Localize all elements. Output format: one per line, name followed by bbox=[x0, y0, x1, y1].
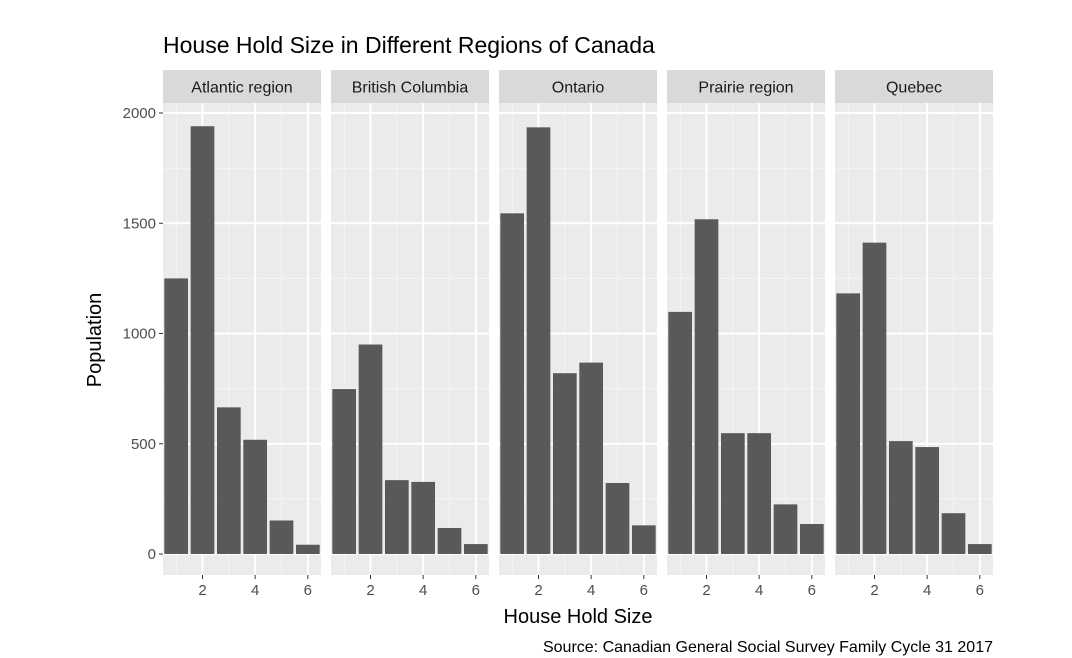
x-axis-title: House Hold Size bbox=[504, 606, 653, 628]
x-tick-label: 2 bbox=[702, 582, 710, 599]
bar-size-6 bbox=[967, 544, 992, 554]
x-tick-label: 2 bbox=[870, 582, 878, 599]
bar-size-1 bbox=[500, 213, 525, 554]
y-tick-label: 500 bbox=[131, 436, 156, 453]
facet-strip bbox=[835, 70, 993, 103]
facet-atlantic-region: Atlantic region 2 4 6 bbox=[163, 70, 321, 599]
x-tick-label: 4 bbox=[587, 582, 595, 599]
facet-strip-label: British Columbia bbox=[352, 80, 469, 97]
bar-size-6 bbox=[463, 544, 488, 554]
y-tick-label: 0 bbox=[148, 546, 156, 563]
facet-prairie-region: Prairie region 2 4 6 bbox=[667, 70, 825, 599]
x-tick-label: 6 bbox=[472, 582, 480, 599]
y-axis-title: Population bbox=[84, 293, 106, 388]
bar-size-3 bbox=[888, 441, 913, 554]
facet-strip bbox=[499, 70, 657, 103]
bar-size-5 bbox=[437, 527, 462, 554]
x-tick-label: 6 bbox=[808, 582, 816, 599]
bar-size-5 bbox=[773, 504, 798, 554]
bar-size-6 bbox=[295, 544, 320, 554]
panel-background bbox=[331, 103, 489, 575]
facet-strip bbox=[667, 70, 825, 103]
y-tick-label: 2000 bbox=[123, 105, 156, 122]
bar-size-1 bbox=[836, 293, 861, 554]
bar-size-2 bbox=[190, 126, 215, 554]
facet-strip-label: Prairie region bbox=[698, 80, 793, 97]
facet-strip-label: Ontario bbox=[552, 80, 605, 97]
x-tick-label: 6 bbox=[304, 582, 312, 599]
x-tick-label: 6 bbox=[640, 582, 648, 599]
bar-size-1 bbox=[668, 311, 693, 554]
bar-size-4 bbox=[243, 439, 268, 554]
bar-size-2 bbox=[862, 242, 887, 555]
x-tick-label: 6 bbox=[976, 582, 984, 599]
facet-strip-label: Atlantic region bbox=[191, 80, 292, 97]
bar-size-3 bbox=[552, 373, 577, 554]
bar-size-5 bbox=[605, 482, 630, 554]
bar-size-6 bbox=[631, 525, 656, 554]
y-tick-label: 1000 bbox=[123, 326, 156, 343]
y-axis: 0 500 1000 1500 2000 bbox=[123, 105, 163, 563]
bar-size-2 bbox=[694, 219, 719, 554]
panel-background bbox=[667, 103, 825, 575]
bar-size-4 bbox=[579, 362, 604, 554]
x-tick-label: 2 bbox=[366, 582, 374, 599]
bar-size-6 bbox=[799, 524, 824, 554]
bar-size-4 bbox=[411, 481, 436, 554]
panel-background bbox=[163, 103, 321, 575]
facet-british-columbia: British Columbia 2 4 6 bbox=[331, 70, 489, 599]
bar-size-5 bbox=[941, 513, 966, 554]
bar-size-1 bbox=[332, 389, 357, 554]
chart-title: House Hold Size in Different Regions of … bbox=[163, 32, 655, 58]
x-tick-label: 4 bbox=[251, 582, 259, 599]
bar-size-2 bbox=[526, 127, 551, 555]
bar-size-3 bbox=[720, 433, 745, 554]
bar-size-1 bbox=[164, 278, 189, 554]
facet-ontario: Ontario 2 4 6 bbox=[499, 70, 657, 599]
x-tick-label: 4 bbox=[755, 582, 763, 599]
facet-quebec: Quebec 2 4 6 bbox=[835, 70, 993, 599]
y-tick-label: 1500 bbox=[123, 215, 156, 232]
panel-background bbox=[499, 103, 657, 575]
facet-strip-label: Quebec bbox=[886, 80, 942, 97]
panel-background bbox=[835, 103, 993, 575]
chart-caption: Source: Canadian General Social Survey F… bbox=[543, 639, 993, 656]
bar-size-3 bbox=[216, 407, 241, 554]
bar-size-4 bbox=[747, 433, 772, 554]
x-tick-label: 4 bbox=[419, 582, 427, 599]
bar-size-4 bbox=[915, 447, 940, 554]
bar-size-3 bbox=[384, 480, 409, 554]
x-tick-label: 2 bbox=[198, 582, 206, 599]
x-tick-label: 4 bbox=[923, 582, 931, 599]
bar-size-2 bbox=[358, 344, 383, 554]
bar-size-5 bbox=[269, 520, 294, 554]
facet-strip bbox=[163, 70, 321, 103]
x-tick-label: 2 bbox=[534, 582, 542, 599]
facet-strip bbox=[331, 70, 489, 103]
